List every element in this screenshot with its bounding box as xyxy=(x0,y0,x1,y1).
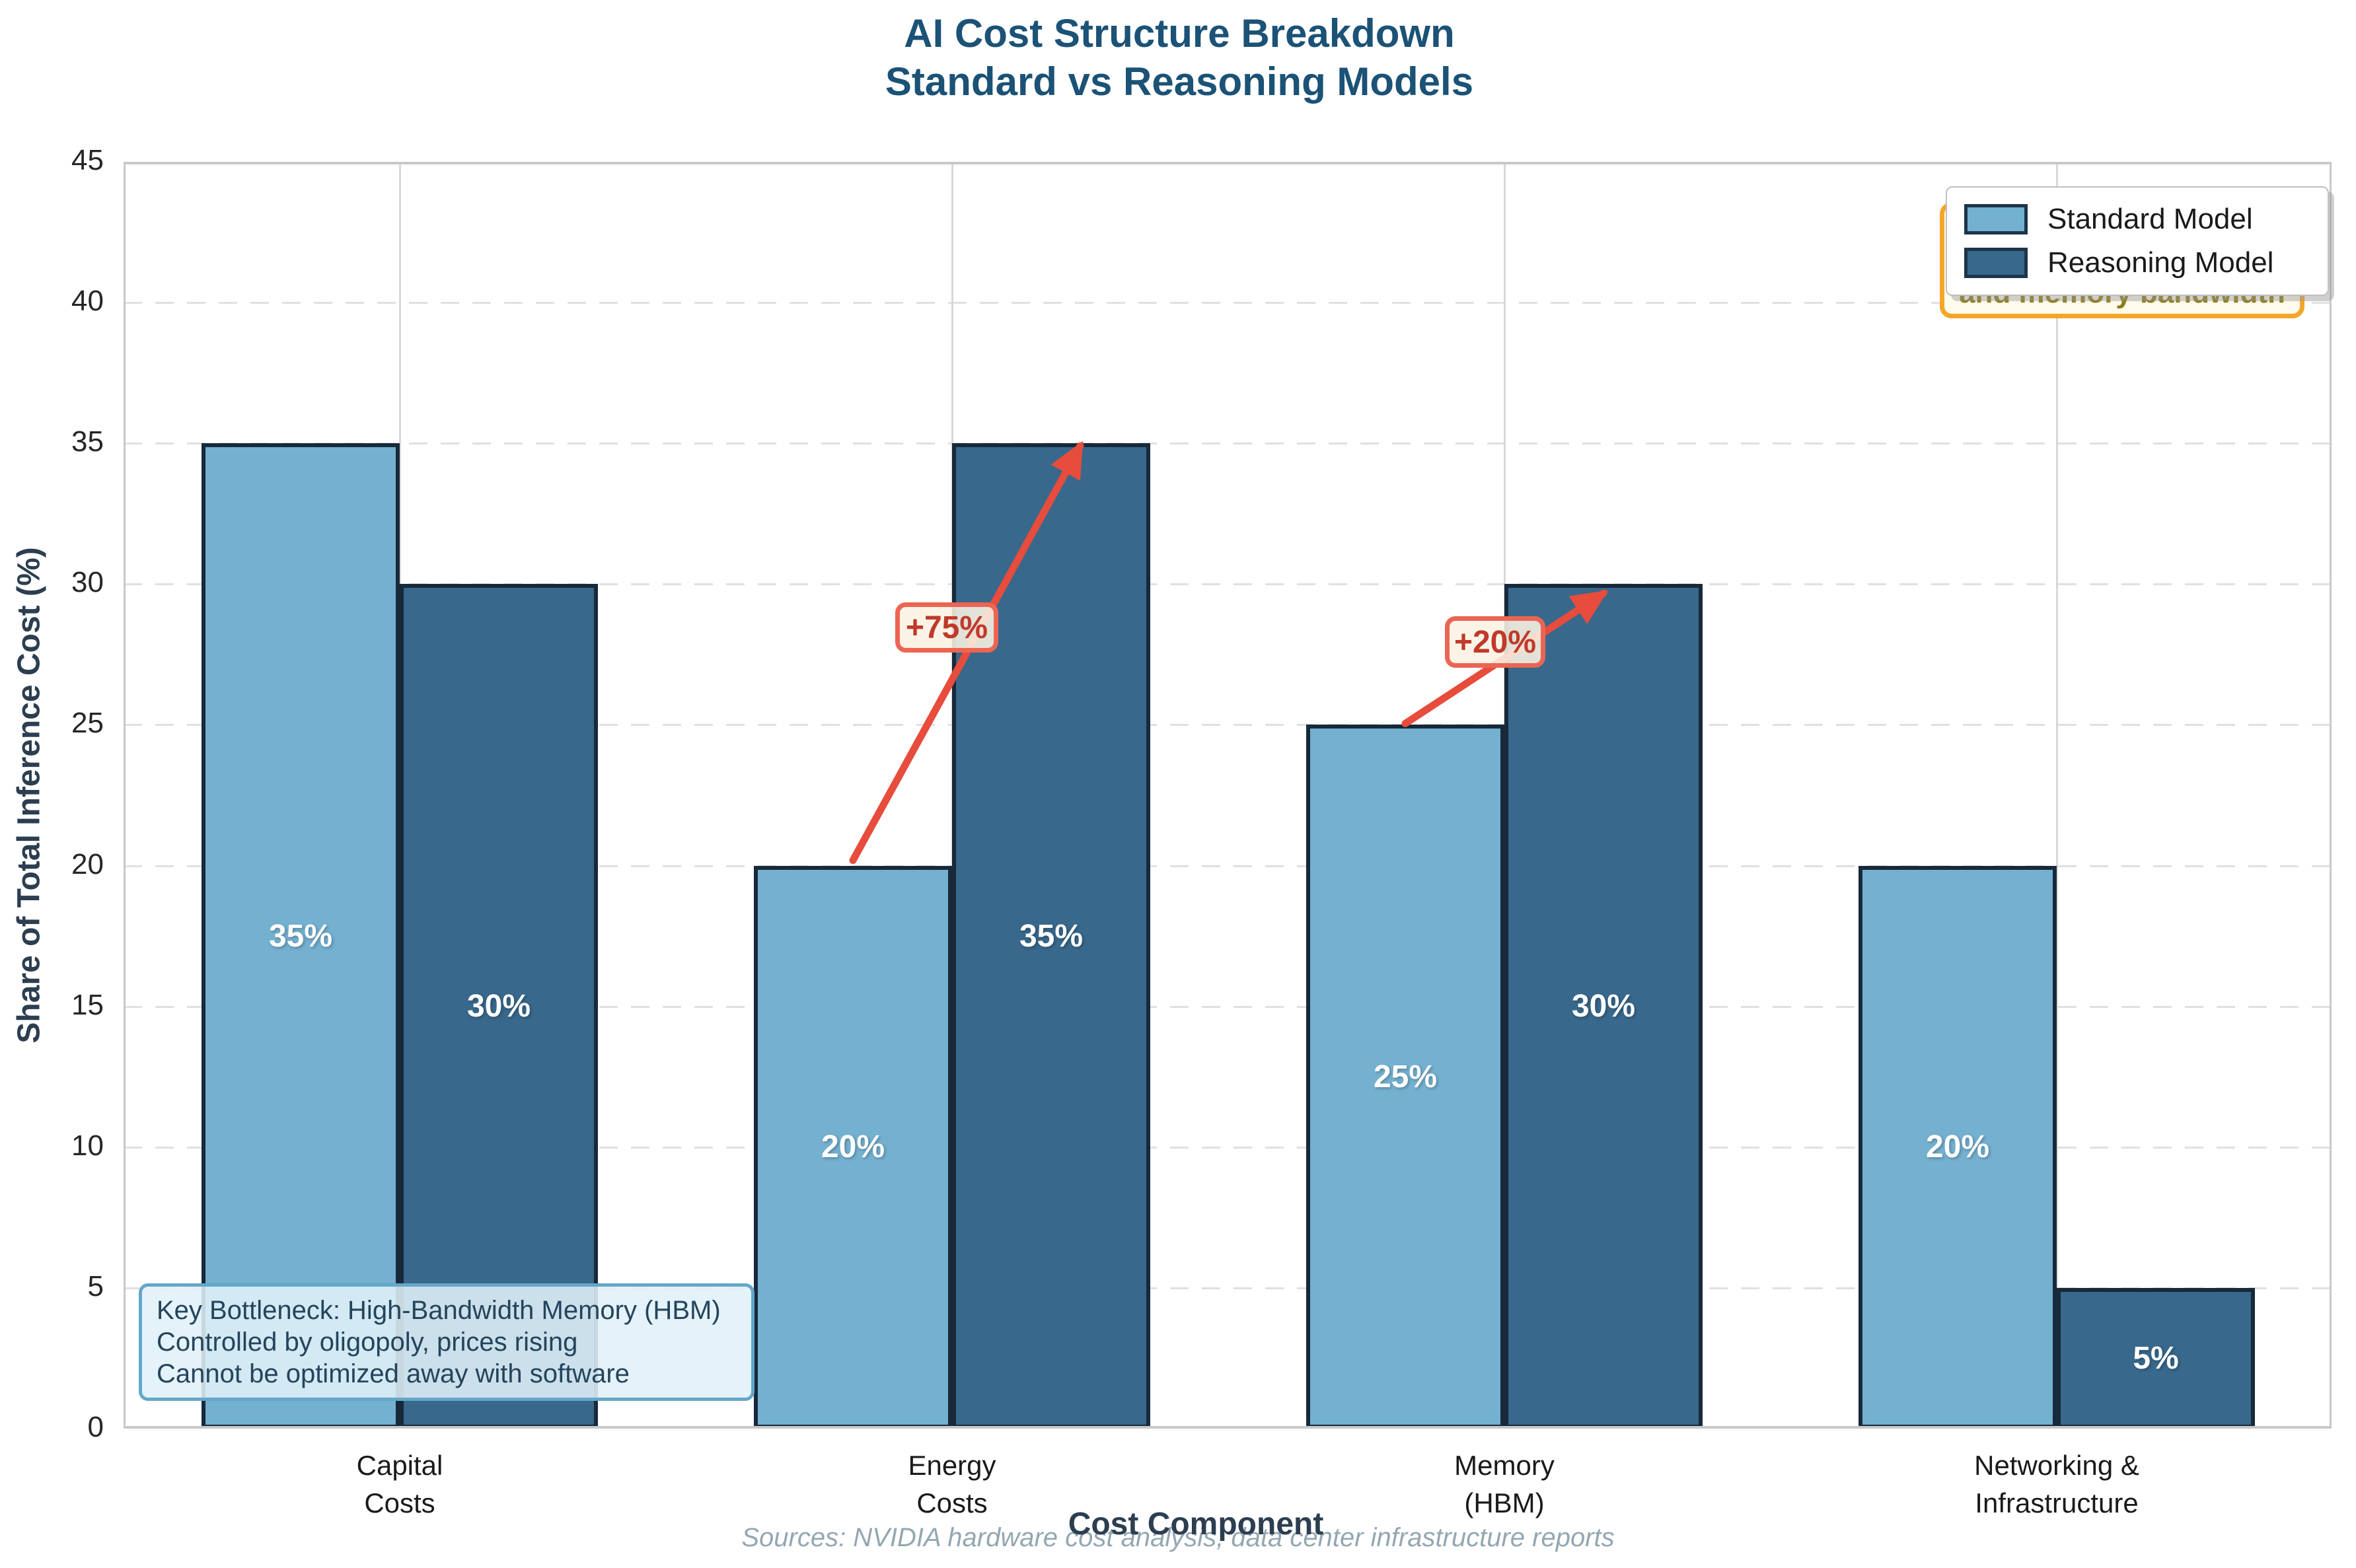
x-tick-label-line: Networking & xyxy=(1974,1450,2139,1481)
chart-title-line2: Standard vs Reasoning Models xyxy=(885,59,1474,104)
x-axis-label: Cost Component xyxy=(1068,1507,1324,1542)
bar-reasoning-model-3: 5% xyxy=(2057,1287,2255,1429)
legend-label: Reasoning Model xyxy=(2047,246,2274,279)
horizontal-gridline xyxy=(124,1005,2332,1008)
horizontal-gridline xyxy=(124,1146,2332,1149)
bar-value-label: 30% xyxy=(1571,989,1636,1024)
bar-standard-model-1: 20% xyxy=(754,865,952,1429)
plot-area: 35% 20% 25% 20% 30% 35% 30% 5% xyxy=(124,162,2332,1429)
x-tick-label: Capital Costs xyxy=(228,1447,571,1522)
horizontal-gridline xyxy=(124,443,2332,445)
x-tick-label-line: Costs xyxy=(916,1487,988,1518)
bar-value-label: 20% xyxy=(821,1129,885,1165)
chart-title-line1: AI Cost Structure Breakdown xyxy=(904,11,1455,55)
y-tick-label: 40 xyxy=(71,285,104,318)
x-tick-label-line: Energy xyxy=(908,1450,996,1481)
top-spine xyxy=(124,162,2332,164)
legend-item: Reasoning Model xyxy=(1964,246,2310,279)
horizontal-gridline xyxy=(124,583,2332,586)
y-tick-label: 5 xyxy=(87,1269,104,1302)
x-tick-label: Memory (HBM) xyxy=(1333,1447,1676,1522)
sources-footer: Sources: NVIDIA hardware cost analysis, … xyxy=(741,1523,1615,1552)
bar-standard-model-3: 20% xyxy=(1859,865,2057,1429)
y-tick-label: 35 xyxy=(71,425,104,458)
legend: Standard Model Reasoning Model xyxy=(1946,186,2329,296)
left-spine xyxy=(124,162,126,1429)
bar-reasoning-model-2: 30% xyxy=(1504,584,1703,1429)
x-tick-label-line: (HBM) xyxy=(1464,1487,1545,1518)
bar-value-label: 30% xyxy=(466,989,531,1024)
x-tick-label-line: Memory xyxy=(1454,1450,1555,1481)
bar-value-label: 5% xyxy=(2133,1340,2179,1376)
x-tick-label-line: Infrastructure xyxy=(1975,1487,2139,1518)
right-spine xyxy=(2330,162,2332,1429)
key-bottleneck-line3: Cannot be optimized away with software xyxy=(157,1359,630,1388)
vertical-gridline xyxy=(2056,162,2058,1429)
legend-swatch xyxy=(1964,203,2028,234)
x-tick-label-line: Capital xyxy=(356,1450,443,1481)
key-bottleneck-note: Key Bottleneck: High-Bandwidth Memory (H… xyxy=(139,1283,755,1401)
y-tick-label: 30 xyxy=(71,566,104,599)
annotation-label: +20% xyxy=(1445,616,1545,668)
y-tick-label: 0 xyxy=(87,1411,104,1443)
y-axis-label: Share of Total Inference Cost (%) xyxy=(11,547,47,1044)
bar-standard-model-0: 35% xyxy=(202,443,400,1429)
bar-reasoning-model-1: 35% xyxy=(952,443,1150,1429)
annotation-label: +75% xyxy=(895,602,998,653)
horizontal-gridline xyxy=(124,1287,2332,1289)
y-tick-label: 25 xyxy=(71,707,104,740)
y-tick-label: 15 xyxy=(71,988,104,1021)
horizontal-gridline xyxy=(124,302,2332,304)
key-bottleneck-line1: Key Bottleneck: High-Bandwidth Memory (H… xyxy=(157,1296,721,1325)
y-tick-label: 10 xyxy=(71,1129,104,1162)
bar-standard-model-2: 25% xyxy=(1306,725,1504,1429)
horizontal-gridline xyxy=(124,865,2332,867)
chart-title: AI Cost Structure Breakdown Standard vs … xyxy=(79,9,2279,106)
legend-swatch xyxy=(1964,248,2028,279)
bottom-spine xyxy=(124,1426,2332,1429)
bar-value-label: 35% xyxy=(1019,918,1084,954)
horizontal-gridline xyxy=(124,724,2332,727)
bar-value-label: 20% xyxy=(1925,1129,1990,1165)
x-tick-label: Networking & Infrastructure xyxy=(1885,1447,2228,1522)
x-tick-label: Energy Costs xyxy=(780,1447,1124,1522)
key-bottleneck-line2: Controlled by oligopoly, prices rising xyxy=(157,1328,578,1357)
x-tick-label-line: Costs xyxy=(364,1487,435,1518)
y-tick-label: 20 xyxy=(71,847,104,880)
bar-value-label: 35% xyxy=(268,918,333,954)
legend-label: Standard Model xyxy=(2047,202,2253,235)
legend-item: Standard Model xyxy=(1964,203,2310,236)
y-tick-label: 45 xyxy=(71,144,104,176)
bar-value-label: 25% xyxy=(1373,1059,1438,1094)
